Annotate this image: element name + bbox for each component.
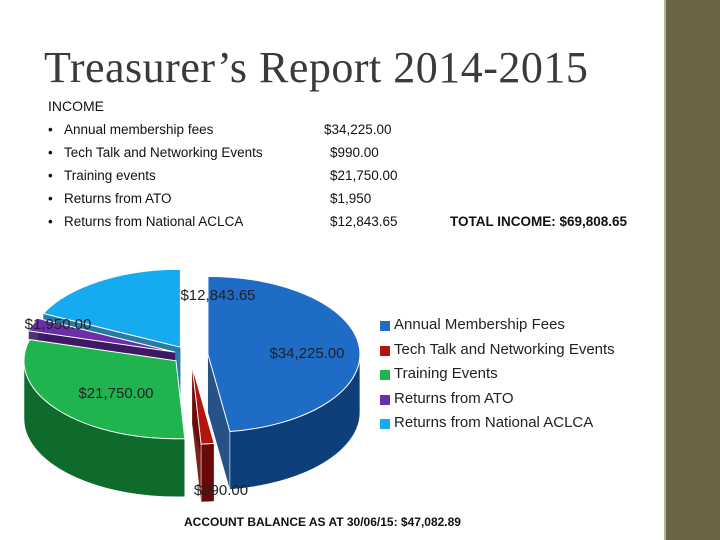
pie-tops [23,270,361,445]
pie-slice [27,317,176,353]
income-heading: INCOME [48,98,104,114]
pie-data-label: $21,750.00 [78,385,153,402]
pie-data-label: $990.00 [194,482,248,499]
slide-title: Treasurer’s Report 2014-2015 [44,43,589,92]
pie-data-label: $12,843.65 [180,287,255,304]
bullet-icon: • [48,122,53,137]
legend-swatch [380,321,390,331]
pie-slice [207,275,361,433]
pie-slice [42,270,181,348]
income-amount: $990.00 [330,145,379,160]
pie-data-label: $1,950.00 [25,316,92,333]
legend-label: Tech Talk and Networking Events [394,340,615,358]
income-row-techtalk: • Tech Talk and Networking Events $990.0… [48,145,648,168]
income-amount: $21,750.00 [330,168,398,183]
pie-slice [191,366,215,445]
pie-data-label: $34,225.00 [269,345,344,362]
income-row-training: • Training events $21,750.00 [48,168,648,191]
legend-label: Returns from ATO [394,389,514,407]
income-list: • Annual membership fees $34,225.00 • Te… [48,122,648,237]
bullet-icon: • [48,214,53,229]
income-row-ato: • Returns from ATO $1,950 [48,191,648,214]
legend-swatch [380,370,390,380]
income-label: Returns from ATO [64,191,172,206]
bullet-icon: • [48,145,53,160]
total-income: TOTAL INCOME: $69,808.65 [450,214,628,229]
income-label: Tech Talk and Networking Events [64,145,263,160]
income-amount: $12,843.65 [330,214,398,229]
income-label: Returns from National ACLCA [64,214,244,229]
chart-legend: Annual Membership Fees Tech Talk and Net… [380,316,615,439]
income-label: Annual membership fees [64,122,214,137]
legend-item: Annual Membership Fees [380,316,615,341]
accent-sidebar [666,0,720,540]
legend-item: Training Events [380,365,615,390]
legend-swatch [380,394,390,405]
legend-swatch [380,419,390,429]
bullet-icon: • [48,191,53,206]
legend-label: Returns from National ACLCA [394,414,594,431]
income-pie-chart: $34,225.00 $990.00 $21,750.00 $1,950.00 $12,… [23,270,361,503]
bullet-icon: • [48,168,53,183]
income-row-membership: • Annual membership fees $34,225.00 [48,122,648,145]
income-label: Training events [64,168,156,183]
legend-label: Training Events [394,365,498,382]
sidebar-divider [664,0,666,540]
pie-slice [23,339,186,440]
account-balance: ACCOUNT BALANCE AS AT 30/06/15: $47,082.… [184,515,461,529]
legend-label: Annual Membership Fees [394,316,565,333]
income-row-aclca: • Returns from National ACLCA $12,843.65 [48,214,648,237]
legend-swatch [380,345,390,356]
legend-item: Returns from ATO [380,390,615,415]
legend-item: Returns from National ACLCA [380,414,615,439]
legend-item: Tech Talk and Networking Events [380,341,615,366]
pie-slice-wall [207,354,230,490]
income-amount: $34,225.00 [324,122,392,137]
income-amount: $1,950 [330,191,372,206]
